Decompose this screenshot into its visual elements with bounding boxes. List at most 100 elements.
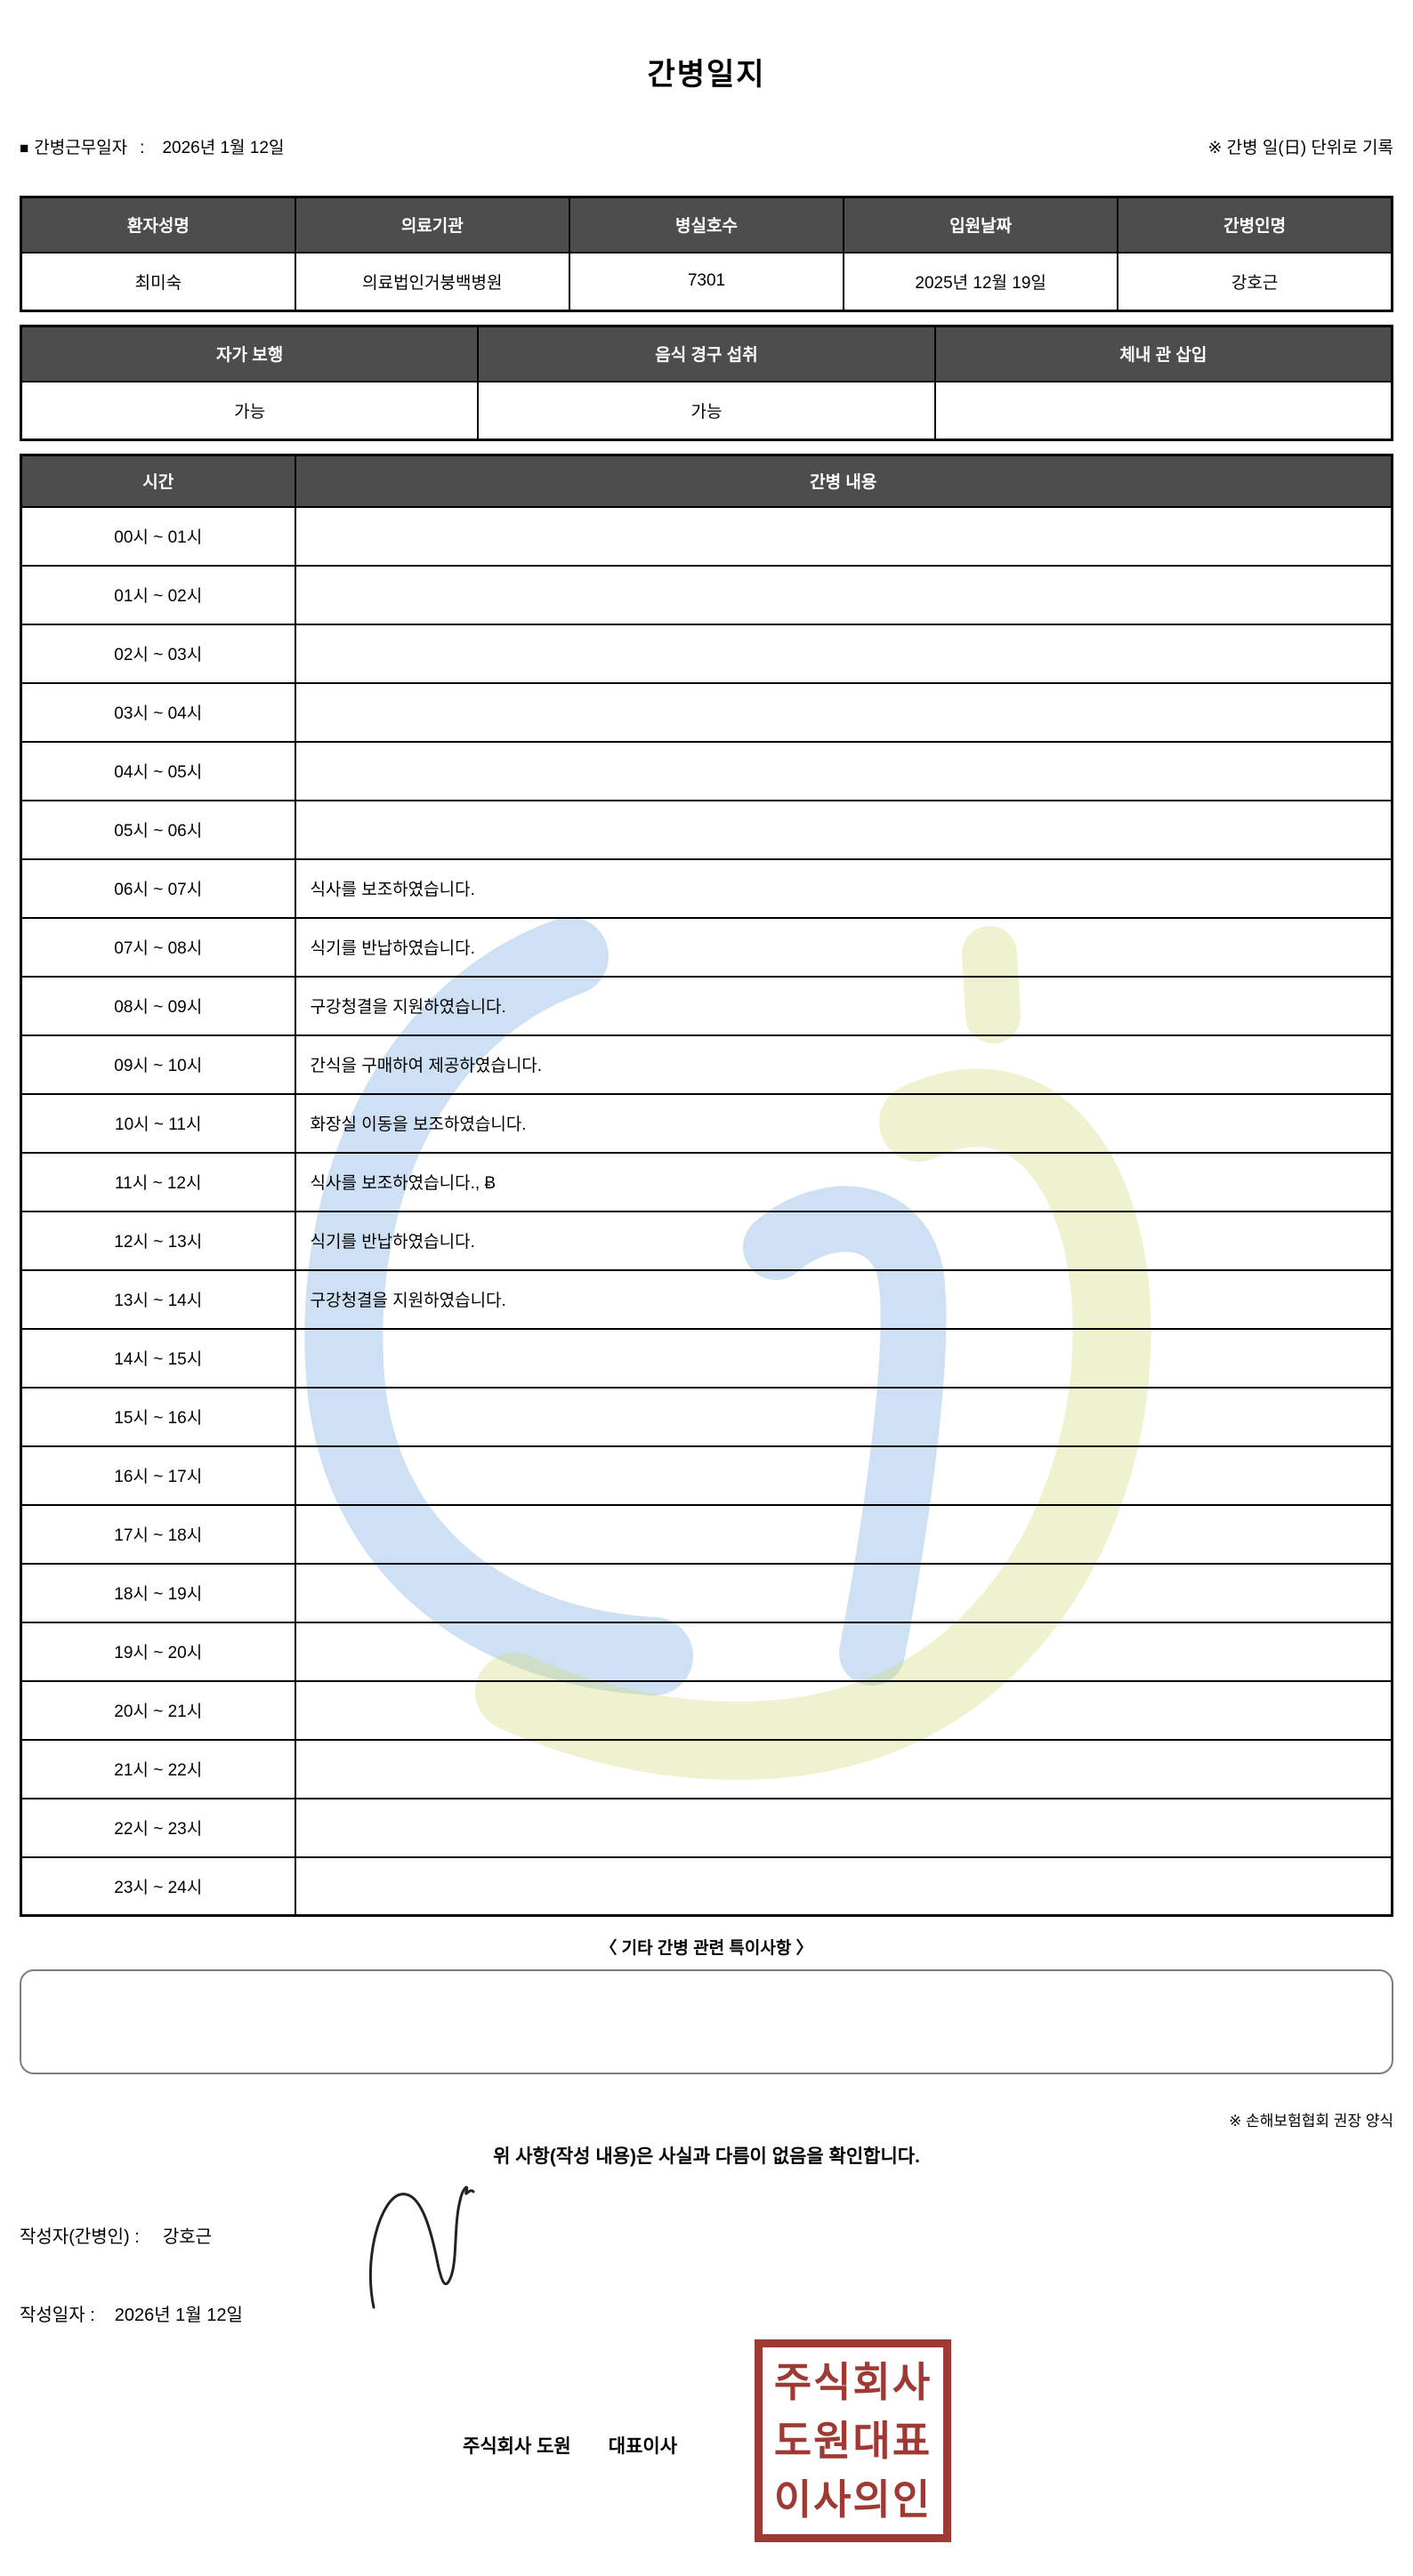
page-title: 간병일지 <box>647 58 766 92</box>
time-header: 시간 <box>20 454 296 508</box>
confirmation-statement: 위 사항(작성 내용)은 사실과 다름이 없음을 확인합니다. <box>493 2146 920 2167</box>
self-walking-header: 자가 보행 <box>20 325 480 382</box>
care-content-header: 간병 내용 <box>294 454 1393 508</box>
tube-insertion-value <box>933 380 1393 441</box>
patient-name-value: 최미숙 <box>20 251 296 312</box>
care-content <box>294 1386 1393 1447</box>
corporate-seal-stamp: 주식회사 도원대표 이사의인 <box>755 2339 951 2542</box>
self-walking-value: 가능 <box>20 380 480 441</box>
care-time: 08시 ~ 09시 <box>20 975 296 1036</box>
info-row: ■ 간병근무일자:2026년 1월 12일 ※ 간병 일(日) 단위로 기록 <box>20 134 1393 158</box>
notes-section-title: 〈 기타 간병 관련 특이사항 〉 <box>600 1939 813 1958</box>
writer-name: 강호근 <box>162 2227 213 2247</box>
work-date-value: 2026년 1월 12일 <box>162 139 285 157</box>
status-value-row: 가능 가능 <box>20 380 1393 441</box>
patient-name-header: 환자성명 <box>20 196 296 254</box>
care-time: 03시 ~ 04시 <box>20 681 296 743</box>
care-row: 14시 ~ 15시 <box>20 1327 1393 1389</box>
care-time: 19시 ~ 20시 <box>20 1621 296 1682</box>
work-date-line: ■ 간병근무일자:2026년 1월 12일 <box>20 134 284 158</box>
care-row: 18시 ~ 19시 <box>20 1562 1393 1623</box>
company-role: 대표이사 <box>608 2436 678 2457</box>
admission-date-value: 2025년 12월 19일 <box>843 251 1119 312</box>
tube-insertion-header: 체내 관 삽입 <box>933 325 1393 382</box>
work-date-colon: : <box>140 139 145 157</box>
care-content <box>294 623 1393 684</box>
care-time: 17시 ~ 18시 <box>20 1503 296 1565</box>
oral-intake-value: 가능 <box>477 380 936 441</box>
care-content <box>294 564 1393 625</box>
care-row: 16시 ~ 17시 <box>20 1445 1393 1506</box>
care-row: 03시 ~ 04시 <box>20 681 1393 743</box>
care-content <box>294 799 1393 860</box>
care-content: 화장실 이동을 보조하였습니다. <box>294 1092 1393 1154</box>
medical-institution-header: 의료기관 <box>294 196 570 254</box>
stamp-text-line: 주식회사 <box>773 2359 933 2405</box>
hourly-care-table: 시간 간병 내용 00시 ~ 01시 01시 ~ 02시 02시 ~ 03시 0… <box>20 454 1393 1917</box>
care-content <box>294 681 1393 743</box>
care-time: 12시 ~ 13시 <box>20 1210 296 1271</box>
care-content <box>294 1797 1393 1858</box>
admission-date-header: 입원날짜 <box>843 196 1119 254</box>
care-content <box>294 1327 1393 1389</box>
care-content: 식기를 반납하였습니다. <box>294 916 1393 978</box>
care-row: 13시 ~ 14시 구강청결을 지원하였습니다. <box>20 1268 1393 1330</box>
care-row: 00시 ~ 01시 <box>20 505 1393 567</box>
care-row: 02시 ~ 03시 <box>20 623 1393 684</box>
care-time: 05시 ~ 06시 <box>20 799 296 860</box>
care-row: 08시 ~ 09시 구강청결을 지원하였습니다. <box>20 975 1393 1036</box>
caregiver-name-header: 간병인명 <box>1117 196 1393 254</box>
care-time: 14시 ~ 15시 <box>20 1327 296 1389</box>
care-row: 17시 ~ 18시 <box>20 1503 1393 1565</box>
care-content: 식기를 반납하였습니다. <box>294 1210 1393 1271</box>
notes-box <box>20 1969 1393 2074</box>
care-row: 23시 ~ 24시 <box>20 1856 1393 1917</box>
care-row: 22시 ~ 23시 <box>20 1797 1393 1858</box>
care-time: 20시 ~ 21시 <box>20 1679 296 1741</box>
care-time: 02시 ~ 03시 <box>20 623 296 684</box>
care-row: 10시 ~ 11시 화장실 이동을 보조하였습니다. <box>20 1092 1393 1154</box>
patient-status-table: 자가 보행 음식 경구 섭취 체내 관 삽입 가능 가능 <box>20 325 1393 441</box>
care-time: 21시 ~ 22시 <box>20 1738 296 1799</box>
care-row: 20시 ~ 21시 <box>20 1679 1393 1741</box>
care-time: 07시 ~ 08시 <box>20 916 296 978</box>
medical-institution-value: 의료법인거붕백병원 <box>294 251 570 312</box>
status-header-row: 자가 보행 음식 경구 섭취 체내 관 삽입 <box>20 325 1393 382</box>
care-content <box>294 505 1393 567</box>
care-time: 22시 ~ 23시 <box>20 1797 296 1858</box>
care-content: 식사를 보조하였습니다., Ƀ <box>294 1151 1393 1212</box>
care-content <box>294 1679 1393 1741</box>
care-content: 구강청결을 지원하였습니다. <box>294 975 1393 1036</box>
written-date-label: 작성일자 : <box>20 2306 95 2325</box>
patient-value-row: 최미숙 의료법인거붕백병원 7301 2025년 12월 19일 강호근 <box>20 251 1393 312</box>
stamp-text-line: 도원대표 <box>773 2418 933 2464</box>
black-square-icon: ■ <box>20 140 29 157</box>
care-time: 04시 ~ 05시 <box>20 740 296 801</box>
care-row: 12시 ~ 13시 식기를 반납하였습니다. <box>20 1210 1393 1271</box>
care-row: 06시 ~ 07시 식사를 보조하였습니다. <box>20 857 1393 919</box>
care-time: 11시 ~ 12시 <box>20 1151 296 1212</box>
care-row: 07시 ~ 08시 식기를 반납하였습니다. <box>20 916 1393 978</box>
form-note: ※ 손해보험협회 권장 양식 <box>1229 2113 1393 2129</box>
care-content <box>294 1621 1393 1682</box>
care-time: 09시 ~ 10시 <box>20 1034 296 1095</box>
care-content <box>294 1738 1393 1799</box>
patient-info-table: 환자성명 의료기관 병실호수 입원날짜 간병인명 최미숙 의료법인거붕백병원 7… <box>20 196 1393 312</box>
care-row: 21시 ~ 22시 <box>20 1738 1393 1799</box>
written-date-value: 2026년 1월 12일 <box>114 2306 243 2325</box>
writer-line: 작성자(간병인) : 강호근 <box>20 2222 212 2248</box>
care-content <box>294 1856 1393 1917</box>
care-content <box>294 1503 1393 1565</box>
care-header-row: 시간 간병 내용 <box>20 454 1393 508</box>
care-time: 10시 ~ 11시 <box>20 1092 296 1154</box>
care-row: 04시 ~ 05시 <box>20 740 1393 801</box>
care-time: 18시 ~ 19시 <box>20 1562 296 1623</box>
company-line: 주식회사 도원 대표이사 <box>463 2432 677 2459</box>
care-content: 구강청결을 지원하였습니다. <box>294 1268 1393 1330</box>
care-time: 00시 ~ 01시 <box>20 505 296 567</box>
care-time: 23시 ~ 24시 <box>20 1856 296 1917</box>
written-date-line: 작성일자 : 2026년 1월 12일 <box>20 2300 243 2326</box>
patient-header-row: 환자성명 의료기관 병실호수 입원날짜 간병인명 <box>20 196 1393 254</box>
care-content <box>294 1562 1393 1623</box>
